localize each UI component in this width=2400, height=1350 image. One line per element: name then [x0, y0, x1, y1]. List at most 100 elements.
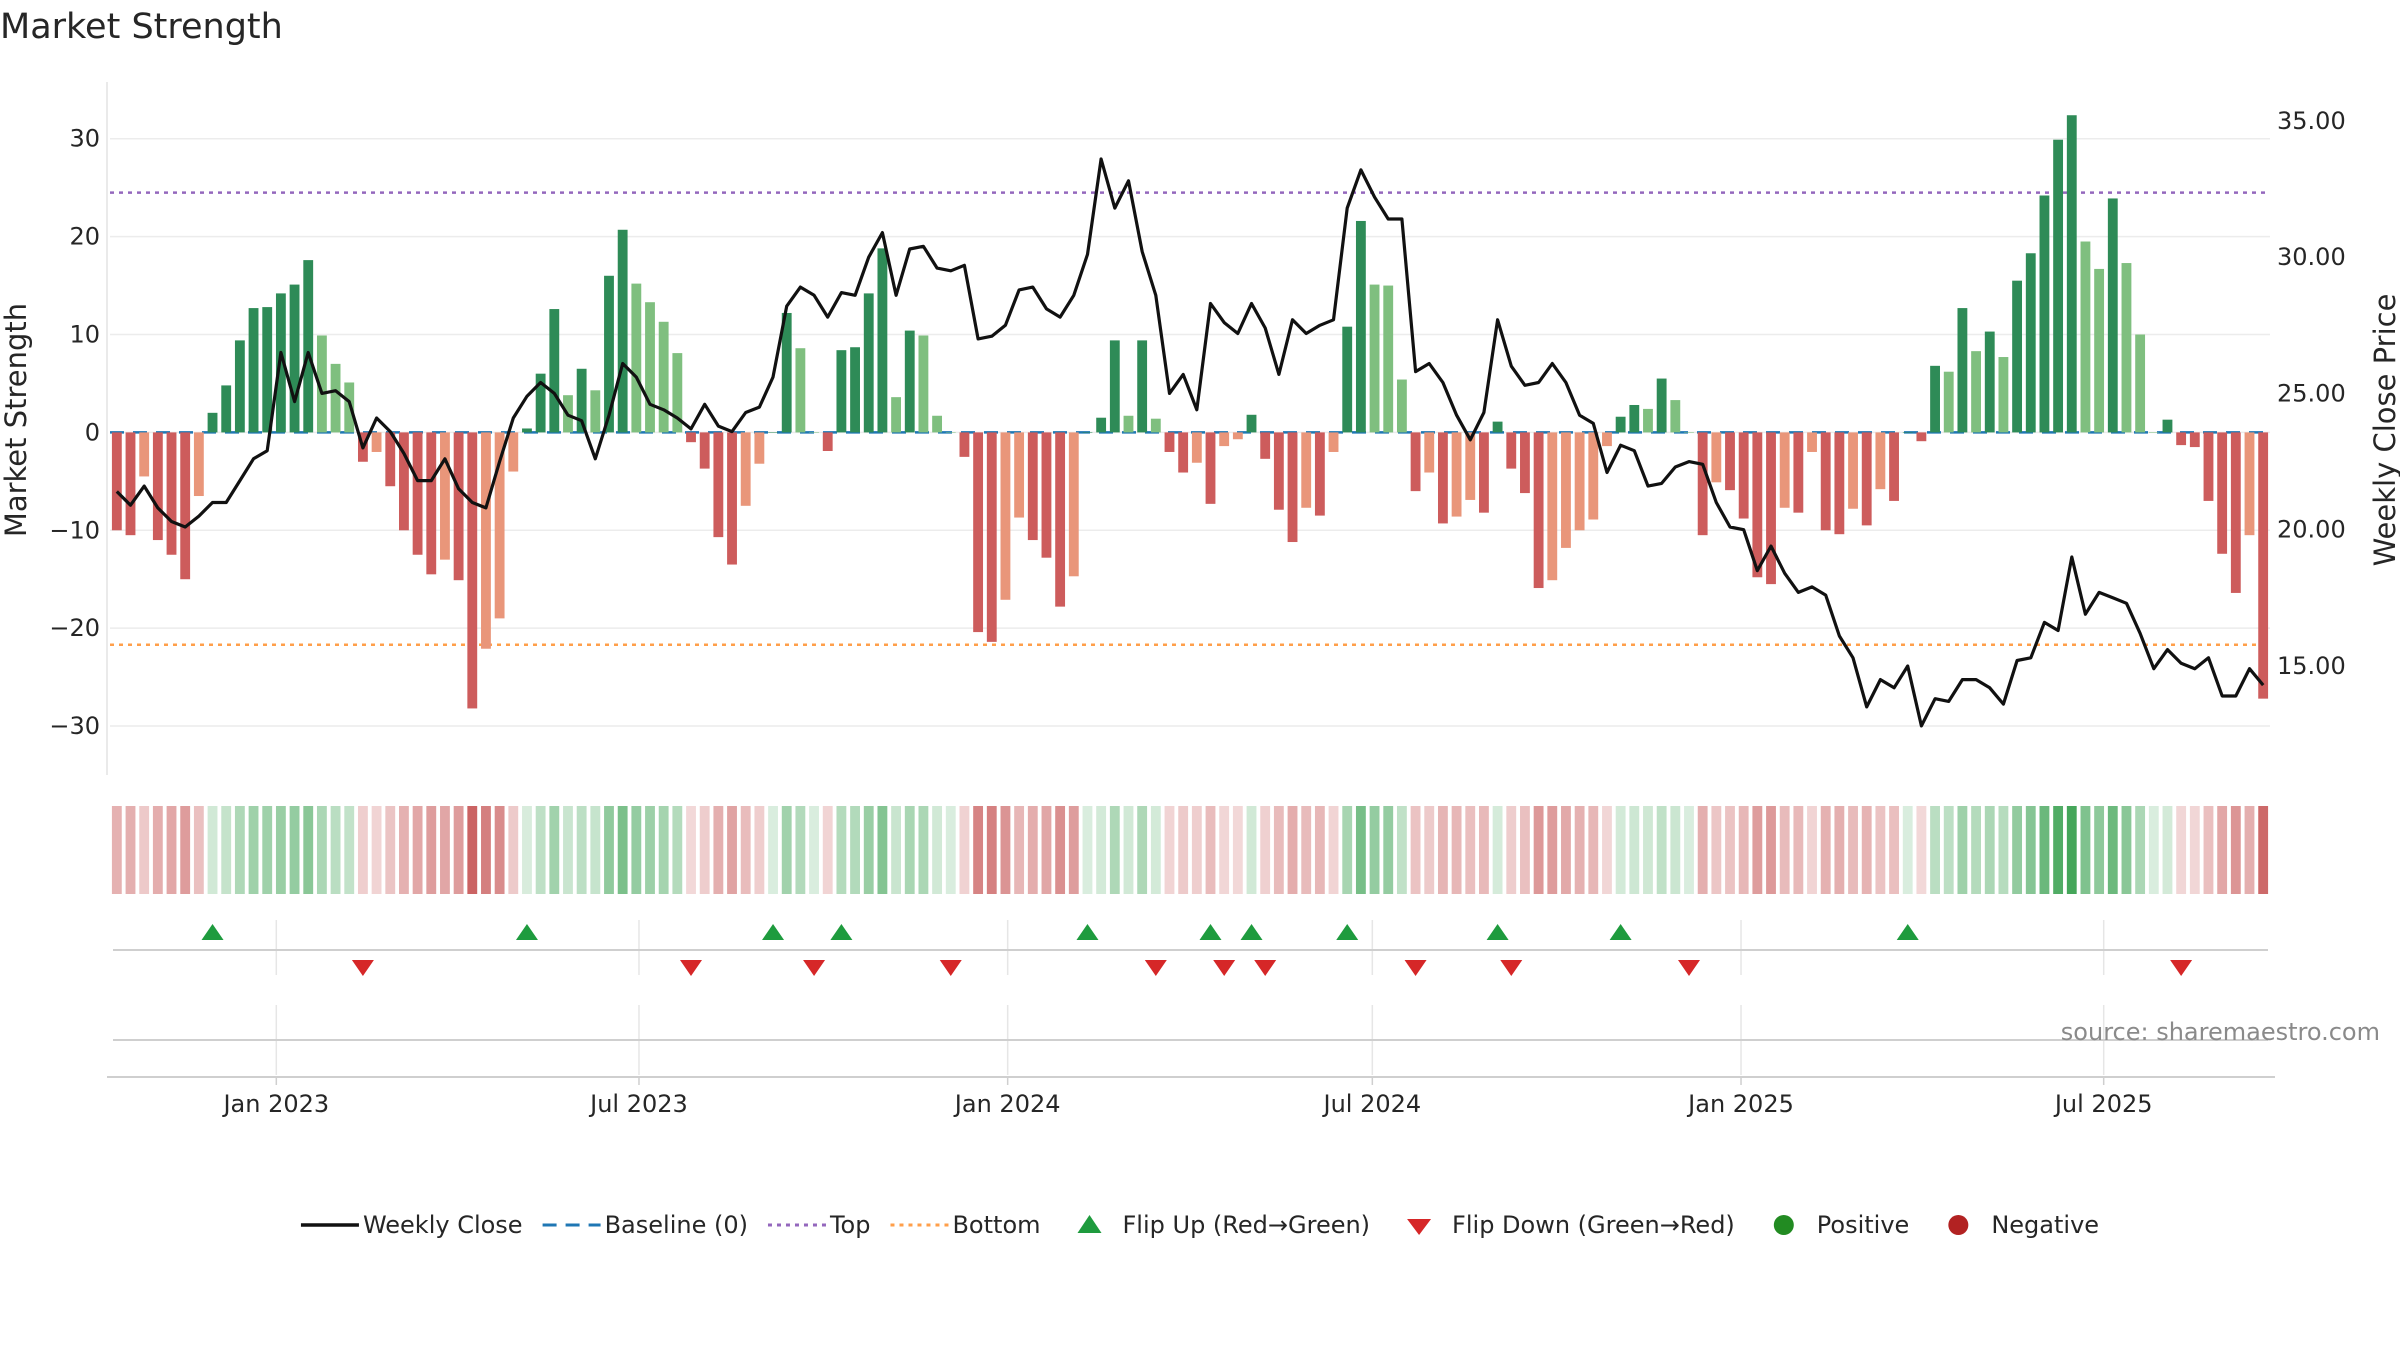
- strength-bars: [111, 115, 2269, 709]
- strip-cell: [234, 806, 245, 894]
- strip-cell: [2217, 806, 2228, 894]
- flip-down-marker: [803, 960, 826, 976]
- strip-cell: [330, 806, 341, 894]
- strip-cell: [193, 806, 204, 894]
- strip-cell: [152, 806, 163, 894]
- legend-item: Flip Down (Green→Red): [1407, 1211, 1735, 1239]
- strip-cell: [2148, 806, 2159, 894]
- strip-cell: [1082, 806, 1093, 894]
- strength-bar: [1014, 432, 1025, 518]
- strip-cell: [275, 806, 286, 894]
- strip-cell: [1479, 806, 1489, 894]
- strength-bar: [1848, 432, 1858, 509]
- strength-bar: [467, 432, 478, 709]
- strength-bar: [1711, 432, 1722, 483]
- legend-item: Bottom: [890, 1211, 1041, 1239]
- strip-cell: [563, 806, 573, 894]
- strip-cell: [795, 806, 806, 894]
- strength-bar: [877, 248, 888, 433]
- strength-bar: [1260, 432, 1271, 459]
- strip-cell: [1191, 806, 1202, 894]
- strength-bar: [1273, 432, 1284, 510]
- x-tick-label: Jan 2025: [1686, 1090, 1794, 1118]
- strip-cell: [221, 806, 232, 894]
- y-tick-label-right: 20.00: [2277, 516, 2346, 544]
- strength-bar: [740, 432, 751, 506]
- strip-cell: [754, 806, 765, 894]
- strength-bar: [1082, 432, 1093, 433]
- strip-cell: [809, 806, 819, 894]
- strength-bar: [891, 397, 901, 433]
- strip-cell: [248, 806, 259, 894]
- strip-cell: [1834, 806, 1845, 894]
- strip-cell: [303, 806, 314, 894]
- strip-cell: [699, 806, 710, 894]
- strength-bar: [1916, 432, 1927, 442]
- strength-bar: [1164, 432, 1175, 452]
- strip-cell: [1014, 806, 1025, 894]
- strength-bar: [453, 432, 464, 581]
- strength-bar: [221, 385, 232, 433]
- strip-cell: [631, 806, 642, 894]
- legend-label: Positive: [1817, 1211, 1910, 1239]
- strip-cell: [1520, 806, 1530, 894]
- strength-bar: [863, 293, 874, 433]
- strip-cell: [2230, 806, 2241, 894]
- strip-cell: [2189, 806, 2200, 894]
- strength-bar: [1287, 432, 1298, 543]
- strength-bar: [1369, 284, 1380, 433]
- strip-cell: [2107, 806, 2118, 894]
- strength-bar: [1807, 432, 1817, 452]
- strength-bar: [1055, 432, 1066, 607]
- strength-bar: [1766, 432, 1776, 585]
- strip-cell: [1588, 806, 1599, 894]
- strength-bar: [426, 432, 437, 575]
- strip-cell: [2244, 806, 2255, 894]
- strip-cell: [1889, 806, 1899, 894]
- strip-cell: [1437, 806, 1448, 894]
- strip-cell: [1793, 806, 1804, 894]
- strip-cell: [1205, 806, 1216, 894]
- strength-bar: [1861, 432, 1872, 526]
- flip-down-marker: [939, 960, 962, 976]
- strip-cell: [1410, 806, 1421, 894]
- strip-cell: [1684, 806, 1694, 894]
- flip-up-marker: [515, 924, 538, 940]
- strength-bar: [959, 432, 970, 457]
- y-tick-label-right: 15.00: [2277, 652, 2346, 680]
- strip-cell: [1998, 806, 2009, 894]
- strength-bar: [1492, 421, 1503, 433]
- y-tick-label-left: 30: [69, 125, 100, 153]
- strength-bar: [166, 432, 177, 555]
- strength-bar: [1998, 357, 2009, 433]
- legend-item: Positive: [1773, 1211, 1910, 1239]
- strip-cell: [467, 806, 478, 894]
- strip-cell: [440, 806, 450, 894]
- strip-cell: [2162, 806, 2173, 894]
- strength-bar: [2094, 268, 2105, 433]
- x-tick-label: Jul 2025: [2053, 1090, 2153, 1118]
- strip-cell: [125, 806, 136, 894]
- strength-bar: [918, 335, 929, 433]
- y-axis-title-right: Weekly Close Price: [2368, 294, 2400, 567]
- strength-bar: [1137, 340, 1148, 433]
- strip-cell: [1738, 806, 1749, 894]
- strength-bar: [508, 432, 519, 472]
- strength-bar: [822, 432, 833, 451]
- strength-bar: [248, 308, 259, 433]
- strip-cell: [1137, 806, 1148, 894]
- strip-cell: [1383, 806, 1394, 894]
- strength-bar: [1479, 432, 1489, 513]
- flip-down-marker: [1677, 960, 1700, 976]
- strength-bar: [1779, 432, 1790, 508]
- strip-cell: [2053, 806, 2064, 894]
- strength-bar: [1984, 331, 1995, 433]
- strip-cell: [686, 806, 696, 894]
- strength-bar: [1547, 432, 1558, 581]
- strip-cell: [1232, 806, 1243, 894]
- strength-bar: [1793, 432, 1804, 513]
- y-tick-label-left: −20: [49, 614, 100, 642]
- flip-down-marker: [351, 960, 374, 976]
- strength-bar: [1684, 432, 1694, 433]
- strip-cell: [2203, 806, 2214, 894]
